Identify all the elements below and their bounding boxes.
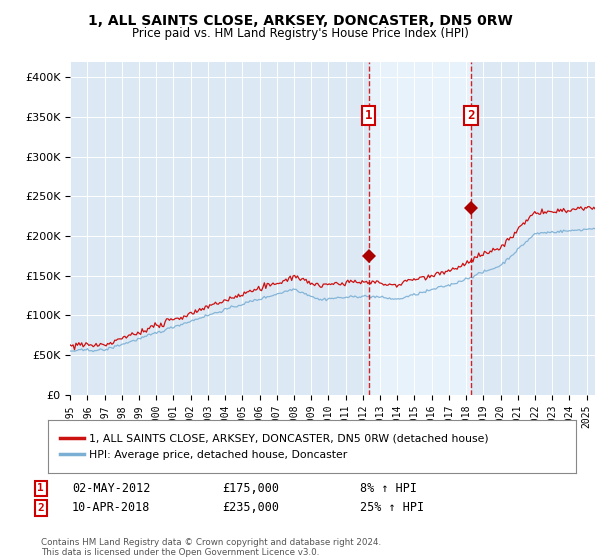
- Text: 1: 1: [37, 483, 44, 493]
- Text: £235,000: £235,000: [222, 501, 279, 515]
- Text: Price paid vs. HM Land Registry's House Price Index (HPI): Price paid vs. HM Land Registry's House …: [131, 27, 469, 40]
- Text: 10-APR-2018: 10-APR-2018: [72, 501, 151, 515]
- Text: 1, ALL SAINTS CLOSE, ARKSEY, DONCASTER, DN5 0RW: 1, ALL SAINTS CLOSE, ARKSEY, DONCASTER, …: [88, 14, 512, 28]
- Bar: [368, 62, 471, 395]
- Text: 25% ↑ HPI: 25% ↑ HPI: [360, 501, 424, 515]
- Text: 02-MAY-2012: 02-MAY-2012: [72, 482, 151, 495]
- Text: 2: 2: [467, 109, 475, 122]
- Text: 8% ↑ HPI: 8% ↑ HPI: [360, 482, 417, 495]
- Text: £175,000: £175,000: [222, 482, 279, 495]
- Text: 2: 2: [37, 503, 44, 513]
- Text: Contains HM Land Registry data © Crown copyright and database right 2024.
This d: Contains HM Land Registry data © Crown c…: [41, 538, 381, 557]
- Text: 1: 1: [365, 109, 372, 122]
- Legend: 1, ALL SAINTS CLOSE, ARKSEY, DONCASTER, DN5 0RW (detached house), HPI: Average p: 1, ALL SAINTS CLOSE, ARKSEY, DONCASTER, …: [53, 427, 495, 466]
